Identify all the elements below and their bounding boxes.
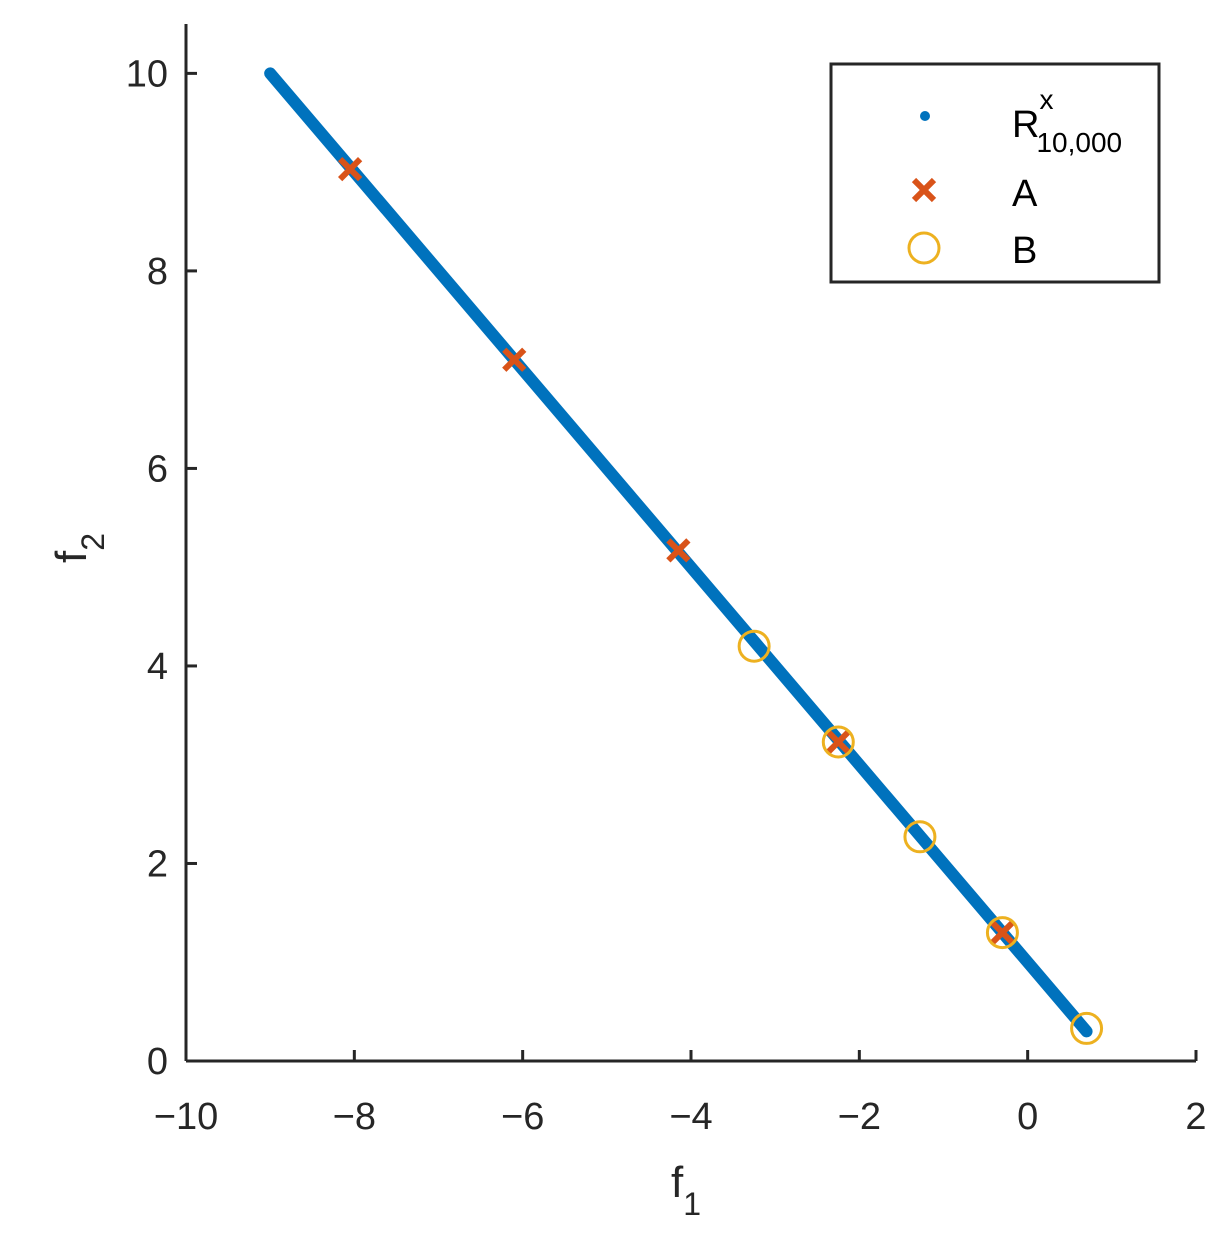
x-tick-label: −6 — [501, 1096, 544, 1138]
point-a-stroke — [990, 920, 1015, 945]
legend: Rx 10,000 A B — [829, 62, 1161, 284]
x-tick-label: 0 — [1017, 1096, 1038, 1138]
y-tick-label: 8 — [147, 251, 168, 293]
y-tick-label: 4 — [147, 646, 168, 688]
x-tick-label: −8 — [333, 1096, 376, 1138]
legend-box — [829, 62, 1161, 284]
series-a — [338, 157, 1015, 945]
x-tick-label: 2 — [1185, 1096, 1206, 1138]
y-tick-label: 2 — [147, 843, 168, 885]
point-b — [1070, 1011, 1104, 1045]
point-a — [502, 347, 527, 372]
legend-marker-x — [911, 177, 937, 203]
point-a-stroke — [826, 729, 851, 755]
point-a — [826, 729, 851, 755]
x-tick-label: −4 — [669, 1096, 712, 1138]
y-axis-ticks: 0 2 4 6 8 10 — [126, 53, 197, 1083]
series-b — [737, 629, 1104, 1045]
y-tick-label: 10 — [126, 53, 168, 95]
y-axis-label: f2 — [47, 533, 111, 563]
point-a — [338, 157, 363, 182]
point-b — [737, 629, 771, 663]
legend-marker-circle — [907, 231, 941, 265]
point-b — [821, 725, 855, 759]
legend-label-a: A — [1012, 173, 1038, 215]
point-a-stroke — [338, 157, 363, 182]
point-a — [666, 538, 691, 563]
point-a-stroke — [666, 538, 691, 563]
legend-label-rx: Rx 10,000 — [1012, 84, 1122, 158]
legend-marker-dot — [920, 111, 930, 121]
x-axis-label: f1 — [671, 1158, 701, 1222]
point-a — [990, 920, 1015, 945]
x-tick-label: −10 — [154, 1096, 218, 1138]
y-tick-label: 6 — [147, 448, 168, 490]
x-axis-ticks: −10 −8 −6 −4 −2 0 2 — [154, 1050, 1207, 1138]
point-b — [985, 916, 1019, 950]
x-tick-label: −2 — [838, 1096, 881, 1138]
plot-area — [264, 67, 1104, 1045]
legend-label-b: B — [1012, 230, 1037, 272]
point-a-stroke — [502, 347, 527, 372]
point-b — [903, 820, 937, 854]
y-tick-label: 0 — [147, 1041, 168, 1083]
